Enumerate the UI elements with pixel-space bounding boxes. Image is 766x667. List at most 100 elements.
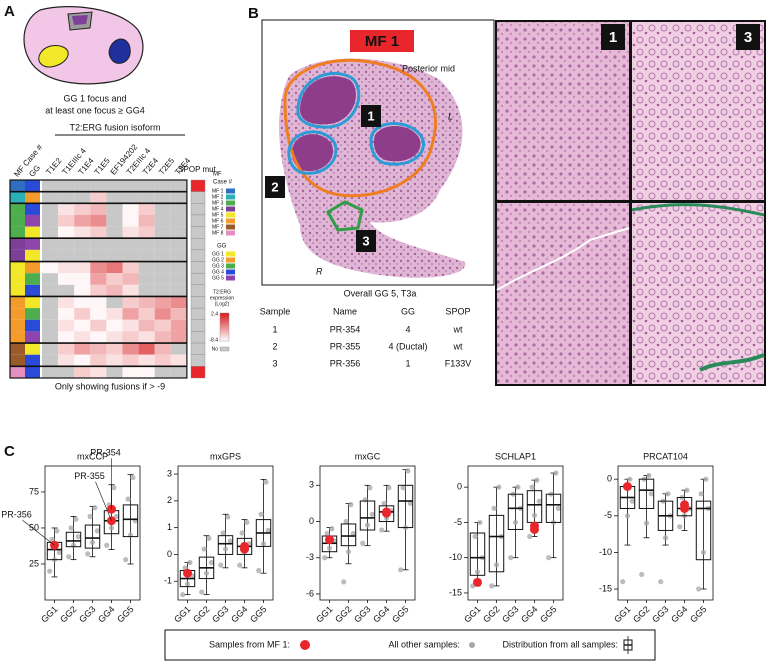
heat-cell <box>122 180 139 192</box>
sample-point <box>220 530 226 536</box>
legend-title: GG <box>217 244 227 250</box>
legend-label: Samples from MF 1: <box>209 639 290 649</box>
heat-cell <box>42 226 59 239</box>
sample-point <box>493 562 500 568</box>
mf1-point <box>107 504 116 514</box>
legend-other-mark <box>469 642 475 648</box>
legend-label: GG 4 <box>212 269 224 275</box>
heat-cell <box>138 273 155 285</box>
heat-cell <box>154 354 171 367</box>
x-tick-label: GG2 <box>58 604 79 625</box>
sample-point <box>534 477 540 483</box>
heat-cell <box>122 191 139 204</box>
heat-cell <box>90 273 107 285</box>
sample-point <box>222 546 229 552</box>
grade-cell <box>25 191 40 204</box>
legend-swatch <box>226 194 235 200</box>
heat-cell <box>106 214 123 227</box>
sample-point <box>555 505 561 511</box>
sample-point <box>208 559 214 566</box>
legend-swatch <box>226 200 235 206</box>
sample-point <box>180 592 186 598</box>
sample-point <box>639 571 645 577</box>
sample-point <box>489 583 495 589</box>
table-header: Sample <box>260 306 291 316</box>
sample-point <box>508 555 514 561</box>
sample-point <box>477 519 483 526</box>
heat-cell <box>122 331 139 344</box>
scale-title: T2:ERG <box>213 289 231 295</box>
box <box>676 496 693 517</box>
heat-cell <box>138 214 155 227</box>
spop-cell <box>190 296 206 309</box>
legend-label: GG 3 <box>212 263 224 269</box>
sample-point <box>73 516 79 522</box>
caption: at least one focus ≥ GG4 <box>45 105 145 115</box>
zoom-images <box>495 20 766 386</box>
sample-point <box>125 496 131 502</box>
heat-cell <box>106 203 123 215</box>
x-tick-label: GG2 <box>631 604 652 625</box>
legend-swatch <box>226 224 235 230</box>
heat-cell <box>106 354 123 367</box>
heat-cell <box>170 331 187 344</box>
sample-point <box>258 511 264 517</box>
y-tick-label: -5 <box>604 510 612 520</box>
heat-cell <box>58 203 75 215</box>
sample-point <box>696 586 702 592</box>
annotation: PR-354 <box>90 448 121 458</box>
legend-label: MF 1 <box>212 188 224 194</box>
grade-cell <box>25 238 40 250</box>
region-box <box>361 105 381 127</box>
heat-cell <box>58 238 75 250</box>
heat-cell <box>138 319 155 332</box>
x-tick-label: GG4 <box>519 604 540 625</box>
heat-cell <box>58 249 75 262</box>
legend-box <box>164 629 656 661</box>
heat-cell <box>138 249 155 262</box>
sample-point <box>665 491 671 497</box>
grade-cell <box>25 203 40 215</box>
heat-cell <box>154 203 171 215</box>
heat-cell <box>138 238 155 250</box>
heat-cell <box>170 249 187 262</box>
heat-cell <box>90 249 107 262</box>
panel-label: A <box>4 3 15 20</box>
heat-cell <box>106 366 123 378</box>
sample-point <box>553 470 559 476</box>
sample-point <box>512 519 519 526</box>
y-tick-label: 0 <box>167 549 172 559</box>
mf1-point <box>325 535 334 545</box>
heat-cell <box>154 180 171 192</box>
case-cell <box>10 308 25 320</box>
side-label: L <box>448 111 453 121</box>
heat-cell <box>42 296 59 309</box>
sample-table: Sample Name GG SPOP 1 PR-354 4 wt 2 PR-355 4 (Duct… <box>260 306 472 368</box>
y-tick-label: -1 <box>164 576 172 586</box>
spop-cell <box>190 307 206 320</box>
heat-cell <box>154 308 171 320</box>
heat-cell <box>42 261 59 274</box>
heat-cell <box>74 296 91 309</box>
heat-cell <box>122 261 139 274</box>
scale-no-swatch <box>219 346 230 352</box>
heat-cell <box>106 273 123 285</box>
heat-cell <box>170 180 187 192</box>
sample-point <box>199 589 205 595</box>
legend-swatch <box>226 251 235 257</box>
heat-cell <box>154 238 171 250</box>
sample-point <box>130 474 136 481</box>
legend-label: GG 1 <box>212 251 224 257</box>
case-cell <box>10 366 25 378</box>
x-tick-label: GG4 <box>229 604 250 625</box>
case-cell <box>10 214 25 227</box>
heat-cell <box>154 343 171 355</box>
x-tick-label: GG1 <box>314 604 335 625</box>
heat-cell <box>90 238 107 250</box>
heat-cell <box>170 319 187 332</box>
orientation: Posterior mid <box>402 63 455 73</box>
sample-point <box>648 491 654 497</box>
heat-cell <box>154 366 171 378</box>
heat-cell <box>90 284 107 297</box>
heat-cell <box>42 366 59 378</box>
